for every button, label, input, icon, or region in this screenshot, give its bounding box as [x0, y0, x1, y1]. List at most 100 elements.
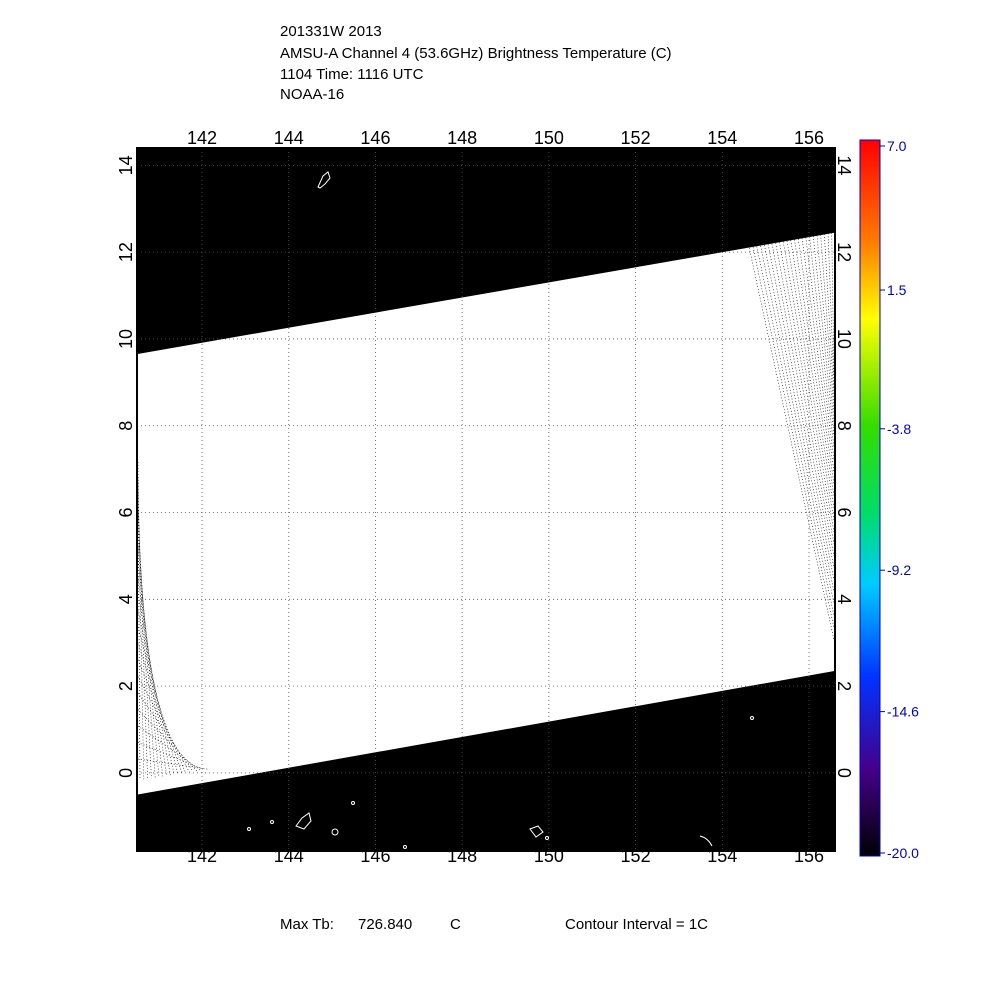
scan-hatch-line: [137, 676, 190, 773]
island-outline: [545, 836, 549, 840]
scan-hatch-line: [800, 232, 835, 473]
island-outline: [295, 812, 312, 830]
scan-hatch-line: [816, 229, 835, 425]
lat-tick-label: 2: [834, 681, 854, 691]
lon-tick-label: 144: [274, 128, 304, 148]
lat-tick-label: 14: [834, 155, 854, 175]
island-outline: [699, 835, 713, 847]
lon-tick-label: 152: [621, 846, 651, 866]
lat-tick-label: 4: [834, 594, 854, 604]
scan-hatch-line: [137, 577, 167, 776]
lat-tick-label: 0: [116, 768, 136, 778]
lat-tick-label: 2: [116, 681, 136, 691]
lat-tick-label: 4: [116, 594, 136, 604]
colorbar-labels: 7.0 1.5 -3.8 -9.2 -14.6 -20.0: [880, 138, 919, 861]
lon-tick-label: 154: [707, 846, 737, 866]
scan-hatch-line: [747, 241, 835, 641]
title-line-satellite: NOAA-16: [280, 86, 345, 103]
scan-hatch-line: [781, 235, 835, 533]
title-line-product: AMSU-A Channel 4 (53.6GHz) Brightness Te…: [280, 45, 672, 62]
scan-hatch-line: [137, 643, 183, 774]
island-outline: [331, 828, 339, 836]
scan-hatch-line: [137, 511, 152, 779]
lat-tick-label: 14: [116, 155, 136, 175]
scan-hatch-line: [797, 232, 835, 485]
lon-tick-label: 150: [534, 846, 564, 866]
scan-hatch-line: [774, 237, 835, 557]
colorbar-label: 1.5: [887, 282, 907, 298]
lat-tick-label: 12: [834, 242, 854, 262]
scan-hatch-line: [137, 560, 164, 777]
colorbar-label: -9.2: [887, 562, 911, 578]
lat-tick-labels-right: 0 2 4 6 8 10 12 14: [834, 155, 854, 778]
lat-tick-label: 8: [834, 421, 854, 431]
scan-hatch-line: [137, 692, 194, 772]
scan-hatch-line: [137, 494, 148, 779]
scan-edge-hatch-right: [747, 226, 835, 641]
island-outline: [351, 801, 355, 805]
scan-hatch-line: [785, 234, 835, 521]
island-outline: [529, 825, 544, 838]
lon-tick-label: 142: [187, 128, 217, 148]
lat-tick-label: 8: [116, 421, 136, 431]
lat-tick-label: 10: [834, 329, 854, 349]
scan-hatch-line: [137, 725, 201, 771]
lat-lon-grid: [137, 148, 835, 851]
title-line-storm-id: 201331W 2013: [280, 23, 382, 40]
lon-tick-label: 146: [360, 846, 390, 866]
lon-tick-label: 144: [274, 846, 304, 866]
lon-tick-label: 142: [187, 846, 217, 866]
scan-hatch-line: [137, 610, 175, 775]
scan-hatch-line: [819, 228, 835, 413]
scan-hatch-line: [778, 236, 835, 545]
lat-tick-label: 12: [116, 242, 136, 262]
scan-hatch-line: [766, 238, 835, 581]
lon-tick-label: 150: [534, 128, 564, 148]
lon-tick-label: 156: [794, 846, 824, 866]
max-tb-value: 726.840: [358, 916, 413, 933]
colorbar: [859, 139, 881, 857]
lon-tick-label: 148: [447, 128, 477, 148]
island-outline: [403, 845, 407, 849]
scan-hatch-line: [137, 709, 198, 772]
scan-hatch-line: [137, 461, 141, 781]
lon-tick-label: 148: [447, 846, 477, 866]
scan-hatch-line: [789, 234, 835, 509]
colorbar-label: -14.6: [887, 704, 919, 720]
lon-tick-label: 154: [707, 128, 737, 148]
lat-tick-label: 6: [834, 508, 854, 518]
scan-hatch-line: [759, 239, 835, 605]
scan-hatch-line: [770, 237, 835, 569]
lat-tick-label: 6: [116, 508, 136, 518]
scan-hatch-line: [808, 230, 835, 449]
lat-tick-labels-left: 0 2 4 6 8 10 12 14: [116, 155, 136, 778]
lat-tick-label: 10: [116, 329, 136, 349]
island-outline: [270, 820, 274, 824]
colorbar-label: 7.0: [887, 138, 907, 154]
map-border: [136, 147, 836, 852]
lon-tick-label: 152: [621, 128, 651, 148]
swath-area: [137, 232, 835, 795]
island-guam-outline: [317, 171, 331, 189]
scan-hatch-line: [831, 226, 835, 377]
coastline-outlines: [247, 171, 754, 849]
max-tb-unit: C: [450, 916, 461, 933]
lon-tick-label: 156: [794, 128, 824, 148]
lon-tick-labels-top: 142 144 146 148 150 152 154 156: [187, 128, 824, 148]
scan-edge-hatch-left: [137, 461, 209, 781]
island-outline: [750, 716, 754, 720]
scan-hatch-line: [793, 233, 835, 497]
title-line-time: 1104 Time: 1116 UTC: [280, 66, 424, 83]
contour-interval: Contour Interval = 1C: [565, 916, 708, 933]
max-tb-label: Max Tb:: [280, 916, 334, 933]
colorbar-label: -3.8: [887, 421, 911, 437]
scan-hatch-line: [137, 626, 179, 775]
colorbar-label: -20.0: [887, 845, 919, 861]
lon-tick-label: 146: [360, 128, 390, 148]
lon-tick-labels-bottom: 142 144 146 148 150 152 154 156: [187, 846, 824, 866]
lat-tick-label: 0: [834, 768, 854, 778]
scan-hatch-line: [137, 478, 145, 780]
island-outline: [247, 827, 251, 831]
scan-hatch-line: [755, 240, 835, 617]
